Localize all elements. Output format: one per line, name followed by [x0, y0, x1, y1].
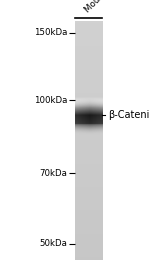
Text: Mouse brain: Mouse brain — [83, 0, 127, 15]
Text: 100kDa: 100kDa — [34, 96, 68, 105]
Text: 50kDa: 50kDa — [40, 239, 68, 249]
Text: 150kDa: 150kDa — [34, 28, 68, 37]
Text: 70kDa: 70kDa — [40, 169, 68, 178]
Text: β-Catenin: β-Catenin — [108, 110, 150, 120]
